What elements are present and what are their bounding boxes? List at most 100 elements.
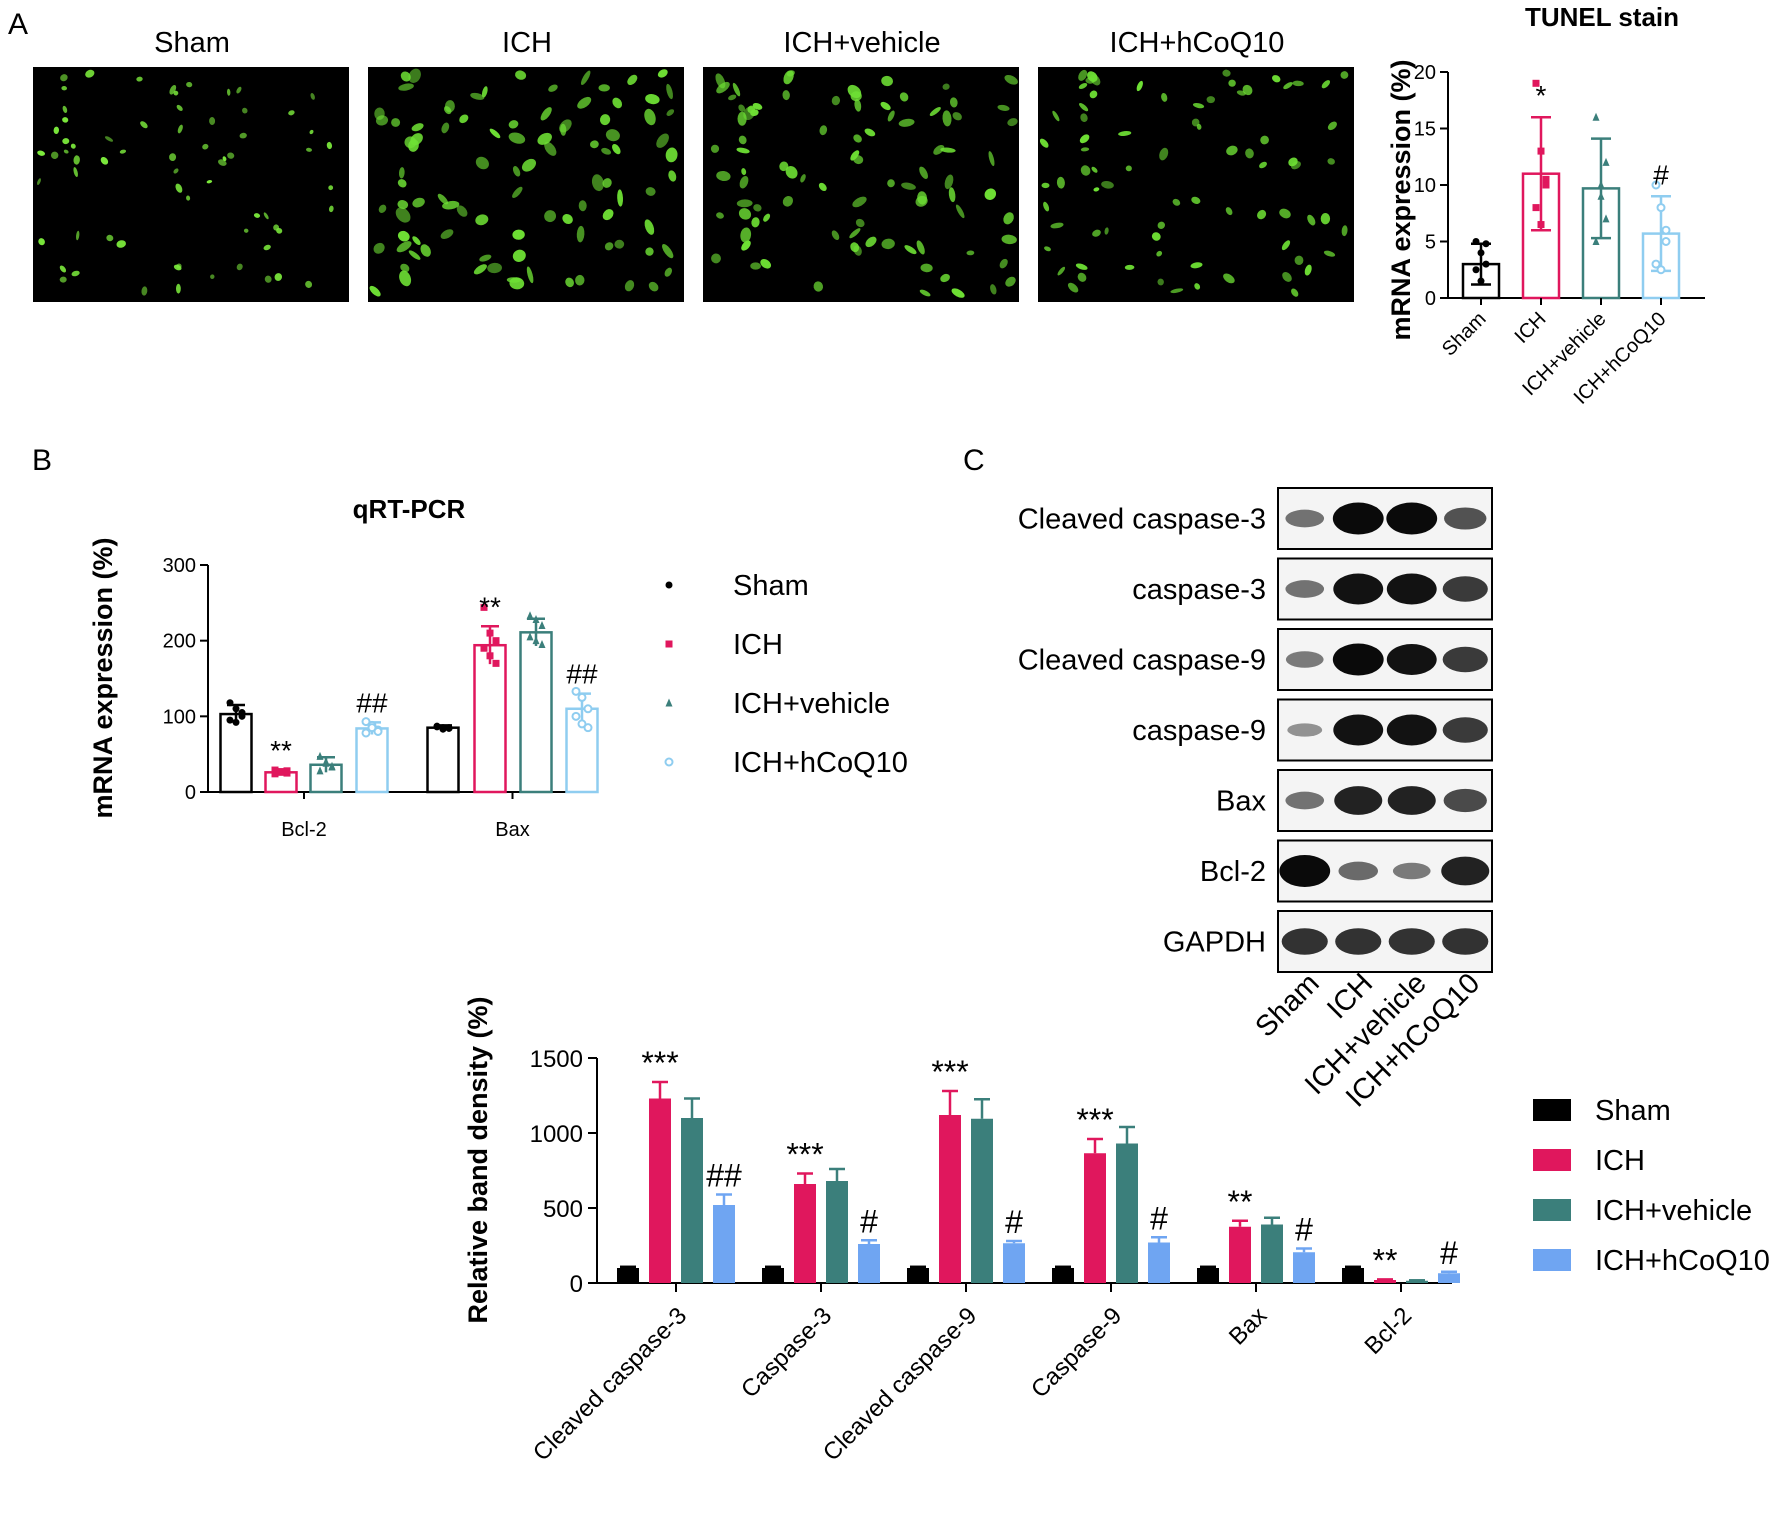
cell-nucleus xyxy=(1281,240,1291,251)
cell-nucleus xyxy=(239,132,247,139)
cell-nucleus xyxy=(1242,84,1253,96)
density-x-tick-label: Bcl-2 xyxy=(1359,1302,1417,1360)
cell-nucleus xyxy=(880,101,891,111)
cell-nucleus xyxy=(865,236,877,248)
cell-nucleus xyxy=(310,93,315,100)
cell-nucleus xyxy=(442,200,460,210)
cell-nucleus xyxy=(71,270,80,277)
qpcr-bar-bax-ich xyxy=(473,643,507,794)
cell-nucleus xyxy=(544,210,557,223)
density-bar-cleaved-caspase-3-ich-vehicle xyxy=(681,1118,703,1283)
tunel-title: TUNEL stain xyxy=(1525,2,1679,32)
cell-nucleus xyxy=(326,141,333,150)
density-bar-caspase-3-ich-vehicle xyxy=(826,1181,848,1283)
cell-nucleus xyxy=(1320,213,1331,225)
data-point xyxy=(1477,249,1485,257)
data-point xyxy=(583,704,593,714)
micrograph-sham xyxy=(33,67,349,302)
data-point xyxy=(577,692,587,702)
cell-nucleus xyxy=(919,289,931,297)
cell-nucleus xyxy=(473,264,487,275)
density-y-tick-label: 1500 xyxy=(530,1046,583,1073)
cell-nucleus xyxy=(119,149,127,154)
cell-nucleus xyxy=(140,121,148,129)
cell-nucleus xyxy=(400,71,411,82)
cell-nucleus xyxy=(62,105,68,113)
cell-nucleus xyxy=(915,195,928,207)
cell-nucleus xyxy=(202,143,209,150)
cell-nucleus xyxy=(210,274,215,279)
cell-nucleus xyxy=(942,83,950,90)
blot-label: GAPDH xyxy=(1163,927,1266,959)
density-x-tick-label: Cleaved caspase-9 xyxy=(818,1302,982,1466)
cell-nucleus xyxy=(73,155,80,165)
data-point xyxy=(526,632,534,641)
cell-nucleus xyxy=(605,129,620,142)
cell-nucleus xyxy=(1078,83,1088,89)
cell-nucleus xyxy=(1136,80,1143,92)
cell-nucleus xyxy=(786,70,795,77)
cell-nucleus xyxy=(624,280,635,292)
tunel-y-tick-label: 10 xyxy=(1414,175,1436,197)
cell-nucleus xyxy=(398,83,414,91)
data-point xyxy=(1532,79,1540,87)
density-bar-caspase-3-ich-hcoq10 xyxy=(858,1244,880,1283)
cell-nucleus xyxy=(176,104,183,111)
cell-nucleus xyxy=(391,118,401,127)
qpcr-ylabel: mRNA expression (%) xyxy=(88,537,118,818)
cell-nucleus xyxy=(1101,181,1114,189)
cell-nucleus xyxy=(800,174,806,183)
cell-nucleus xyxy=(116,240,126,248)
cell-nucleus xyxy=(512,229,525,240)
cell-nucleus xyxy=(1226,145,1238,156)
cell-nucleus xyxy=(37,178,41,185)
cell-nucleus xyxy=(412,197,425,208)
cell-nucleus xyxy=(63,149,69,154)
cell-nucleus xyxy=(59,265,67,273)
data-point xyxy=(1537,147,1545,155)
cell-nucleus xyxy=(1194,283,1201,290)
cell-nucleus xyxy=(1005,276,1016,287)
cell-nucleus xyxy=(752,102,763,110)
cell-nucleus xyxy=(328,185,334,191)
cell-nucleus xyxy=(831,95,841,106)
cell-nucleus xyxy=(1223,273,1235,284)
density-significance: *** xyxy=(931,1054,968,1090)
cell-nucleus xyxy=(645,93,660,105)
cell-nucleus xyxy=(1091,166,1098,173)
cell-nucleus xyxy=(711,253,721,264)
cell-nucleus xyxy=(1050,222,1064,229)
tunel-x-tick-label: ICH xyxy=(1511,308,1551,348)
cell-nucleus xyxy=(306,147,312,152)
cell-nucleus xyxy=(1260,135,1269,145)
cell-nucleus xyxy=(750,262,761,270)
cell-nucleus xyxy=(411,123,424,132)
data-point xyxy=(538,621,546,630)
cell-nucleus xyxy=(397,230,410,242)
cell-nucleus xyxy=(966,250,975,256)
cell-nucleus xyxy=(853,134,862,143)
cell-nucleus xyxy=(738,104,746,112)
cell-nucleus xyxy=(741,240,751,251)
cell-nucleus xyxy=(1225,207,1233,216)
data-point xyxy=(1477,277,1485,285)
cell-nucleus xyxy=(728,94,737,101)
density-bar-bcl-2-ich-vehicle xyxy=(1406,1280,1428,1283)
cell-nucleus xyxy=(236,86,242,94)
cell-nucleus xyxy=(1089,90,1098,99)
qpcr-y-tick-label: 100 xyxy=(163,706,196,728)
data-point xyxy=(486,652,494,660)
cell-nucleus xyxy=(1052,110,1060,122)
blot-label: Bcl-2 xyxy=(1200,856,1266,888)
qpcr-legend-ich-vehicle: ICH+vehicle xyxy=(733,688,890,720)
blot-label: caspase-9 xyxy=(1132,715,1266,747)
blot-band xyxy=(1386,644,1437,675)
data-point xyxy=(1661,225,1671,235)
panel-letter-c: C xyxy=(963,444,985,477)
cell-nucleus xyxy=(732,82,741,97)
cell-nucleus xyxy=(420,244,431,257)
tunel-significance: * xyxy=(1536,80,1547,111)
cell-nucleus xyxy=(942,110,952,127)
density-bar-bax-ich xyxy=(1229,1226,1251,1283)
cell-nucleus xyxy=(602,209,614,221)
